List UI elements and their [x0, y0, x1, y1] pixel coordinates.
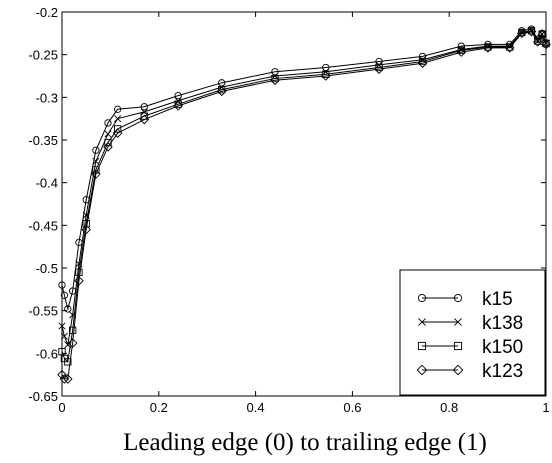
series-k123 [57, 26, 551, 384]
marker-square [64, 358, 72, 366]
marker-square [322, 70, 330, 78]
legend-label: k123 [482, 361, 523, 382]
legend: k15 k138 k150 k123 [399, 269, 546, 396]
marker-diamond [374, 64, 384, 74]
plot-frame [61, 11, 547, 397]
legend-entry-k138: k138 [418, 313, 523, 334]
marker-square [417, 341, 427, 351]
marker-diamond [63, 374, 73, 384]
marker-diamond [504, 43, 515, 53]
x-axis-label: Leading edge (0) to trailing edge (1) [123, 429, 487, 456]
marker-square [453, 341, 463, 351]
marker-x [58, 322, 66, 330]
marker-square [114, 125, 122, 133]
marker-diamond [67, 338, 78, 348]
legend-box [399, 269, 546, 396]
marker-diamond [270, 75, 280, 86]
legend-label: k150 [482, 337, 523, 358]
marker-diamond [91, 169, 101, 179]
marker-diamond [483, 43, 493, 53]
series-layer [57, 25, 551, 384]
marker-diamond [541, 39, 551, 50]
y-tick-label: -0.3 [36, 90, 58, 105]
marker-circle [64, 305, 72, 313]
marker-diamond [103, 142, 113, 152]
marker-square [218, 86, 226, 94]
marker-x [60, 332, 68, 340]
y-tick-label: -0.65 [28, 389, 58, 404]
x-tick-label: 0.4 [247, 400, 265, 415]
x-tick-label: 1 [542, 400, 549, 415]
series-k150 [58, 27, 550, 366]
marker-square [271, 74, 279, 83]
marker-diamond [59, 374, 70, 384]
marker-diamond [416, 364, 428, 376]
y-tick-label: -0.55 [28, 304, 58, 319]
marker-diamond [139, 114, 150, 125]
marker-diamond [74, 276, 84, 286]
y-tick-label: -0.25 [28, 48, 58, 63]
marker-circle [140, 103, 148, 111]
marker-diamond [537, 30, 547, 40]
marker-circle [174, 91, 182, 100]
marker-diamond [320, 71, 331, 81]
marker-diamond [417, 58, 428, 68]
marker-diamond [81, 224, 91, 235]
x-tick-label: 0 [58, 400, 65, 415]
y-tick-label: -0.35 [28, 133, 58, 148]
marker-square [68, 326, 77, 334]
marker-x [418, 318, 426, 326]
axes: 0 0.2 0.4 0.6 0.8 1 -0.65 -0.6 -0.55 -0.5 -0.45 -0.… [28, 5, 549, 415]
series-line [61, 31, 547, 380]
marker-x [140, 108, 148, 116]
legend-entry-k123: k123 [416, 361, 523, 382]
legend-entry-k15: k15 [417, 289, 513, 310]
marker-square [457, 46, 465, 55]
marker-x [454, 318, 462, 326]
marker-circle [417, 293, 427, 303]
marker-diamond [517, 28, 527, 39]
x-tick-label: 0.8 [440, 400, 458, 415]
marker-circle [453, 293, 463, 303]
legend-entry-k150: k150 [417, 337, 523, 358]
marker-diamond [57, 369, 67, 380]
marker-diamond [216, 86, 227, 97]
y-tick-label: -0.5 [36, 261, 58, 276]
marker-diamond [532, 37, 543, 47]
marker-x [92, 157, 100, 165]
marker-square [174, 100, 182, 108]
y-tick-label: -0.45 [28, 218, 58, 233]
y-tick-label: -0.6 [36, 346, 58, 361]
x-tick-label: 0.6 [343, 400, 361, 415]
marker-diamond [526, 26, 537, 37]
marker-circle [114, 105, 122, 113]
y-tick-label: -0.4 [36, 176, 58, 191]
marker-circle [60, 291, 69, 299]
marker-circle [92, 146, 100, 154]
series-line [61, 28, 547, 311]
marker-circle [58, 281, 66, 289]
marker-diamond [173, 101, 183, 111]
y-tick-label: -0.2 [36, 5, 58, 20]
marker-square [375, 63, 383, 72]
marker-diamond [112, 128, 123, 138]
series-line [61, 30, 547, 363]
marker-x [104, 130, 112, 138]
marker-square [418, 57, 427, 66]
marker-circle [104, 119, 112, 127]
legend-label: k15 [482, 289, 513, 310]
marker-x [114, 115, 122, 123]
series-k15 [58, 25, 550, 313]
marker-square [75, 268, 83, 276]
marker-diamond [452, 364, 464, 376]
marker-diamond [456, 47, 467, 57]
x-tick-label: 0.2 [150, 400, 168, 415]
legend-label: k138 [482, 313, 523, 334]
